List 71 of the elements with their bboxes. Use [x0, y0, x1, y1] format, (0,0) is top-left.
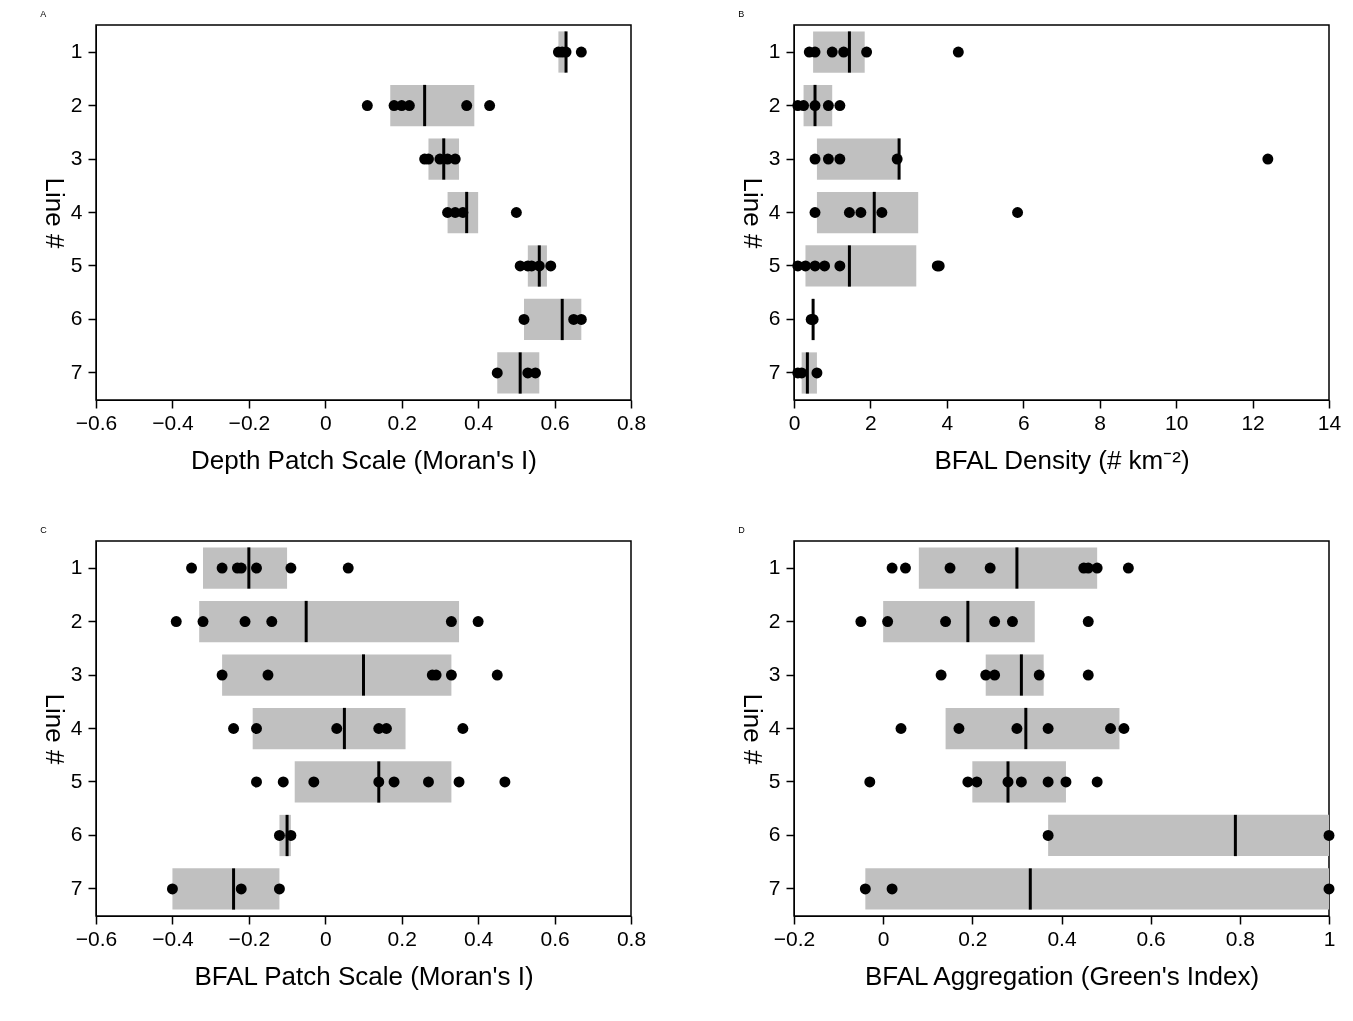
x-axis-title: Depth Patch Scale (Moran's I)	[191, 444, 537, 475]
text: D	[738, 525, 746, 535]
y-tick-label: 3	[70, 146, 83, 169]
y-tick-label: 3	[70, 662, 83, 686]
y-tick-label: 4	[768, 199, 781, 223]
x-tick-label: 0.4	[464, 926, 494, 950]
y-tick-label: 6	[70, 306, 83, 330]
x-tick-label: 6	[1017, 410, 1030, 434]
y-tick-label: 7	[70, 875, 83, 899]
x-tick-label: 0	[319, 926, 332, 950]
y-tick-label: 2	[768, 92, 781, 116]
text: B	[738, 9, 745, 19]
y-axis-title: Line #	[39, 177, 70, 249]
x-tick-label: 0.4	[1047, 926, 1077, 950]
y-axis-title: Line #	[737, 693, 768, 765]
x-tick-label: 12	[1241, 410, 1265, 434]
x-tick-label: −0.4	[152, 926, 194, 950]
x-tick-label: 0.8	[616, 410, 647, 434]
y-tick-label: 1	[768, 555, 781, 579]
x-tick-label: 0.2	[387, 410, 417, 434]
x-tick-label: −0.4	[152, 410, 194, 434]
x-tick-label: 4	[941, 410, 954, 434]
y-tick-label: 4	[70, 199, 83, 223]
y-axis-title: Line #	[39, 693, 70, 765]
x-tick-label: 0.2	[958, 926, 988, 950]
y-tick-label: 5	[70, 253, 83, 276]
x-tick-label: 0	[788, 410, 801, 434]
text: C	[40, 525, 48, 535]
y-tick-label: 5	[70, 768, 83, 792]
x-tick-label: 2	[865, 410, 877, 434]
y-tick-label: 1	[70, 555, 83, 579]
y-tick-label: 7	[768, 875, 781, 899]
x-tick-label: 0	[319, 410, 332, 434]
x-tick-label: 0.6	[540, 410, 570, 434]
y-tick-label: 7	[768, 359, 781, 383]
y-tick-label: 1	[70, 39, 83, 63]
x-axis-title: BFAL Density (# km⁻²)	[934, 444, 1190, 475]
x-axis-title: BFAL Aggregation (Green's Index)	[864, 960, 1260, 991]
x-tick-label: −0.2	[228, 926, 271, 950]
y-tick-label: 1	[768, 39, 781, 63]
x-tick-label: 0.8	[616, 926, 647, 950]
y-axis-title: Line #	[737, 177, 768, 249]
x-tick-label: 14	[1317, 410, 1342, 434]
y-tick-label: 2	[70, 608, 83, 632]
y-tick-label: 6	[70, 822, 83, 846]
x-tick-label: −0.6	[75, 410, 118, 434]
y-tick-label: 7	[70, 359, 83, 383]
y-tick-label: 3	[768, 662, 781, 686]
y-tick-label: 6	[768, 822, 781, 846]
x-tick-label: 0.2	[387, 926, 417, 950]
y-tick-label: 5	[768, 253, 781, 276]
x-tick-label: 0	[877, 926, 890, 950]
x-tick-label: 1	[1323, 926, 1336, 950]
x-tick-label: 0.8	[1225, 926, 1255, 950]
y-tick-label: 3	[768, 146, 781, 169]
x-tick-label: 0.6	[540, 926, 570, 950]
y-tick-label: 5	[768, 768, 781, 792]
x-tick-label: 10	[1164, 410, 1189, 434]
x-axis-title: BFAL Patch Scale (Moran's I)	[194, 960, 534, 991]
x-tick-label: −0.2	[773, 926, 816, 950]
x-tick-label: 0.4	[464, 410, 494, 434]
text: A	[40, 9, 47, 19]
x-tick-label: −0.2	[228, 410, 271, 434]
x-tick-label: 8	[1094, 410, 1107, 434]
y-tick-label: 2	[70, 92, 83, 116]
x-tick-label: 0.6	[1136, 926, 1166, 950]
x-tick-label: −0.6	[75, 926, 118, 950]
y-tick-label: 4	[768, 715, 781, 739]
y-tick-label: 4	[70, 715, 83, 739]
y-tick-label: 6	[768, 306, 781, 330]
y-tick-label: 2	[768, 608, 781, 632]
